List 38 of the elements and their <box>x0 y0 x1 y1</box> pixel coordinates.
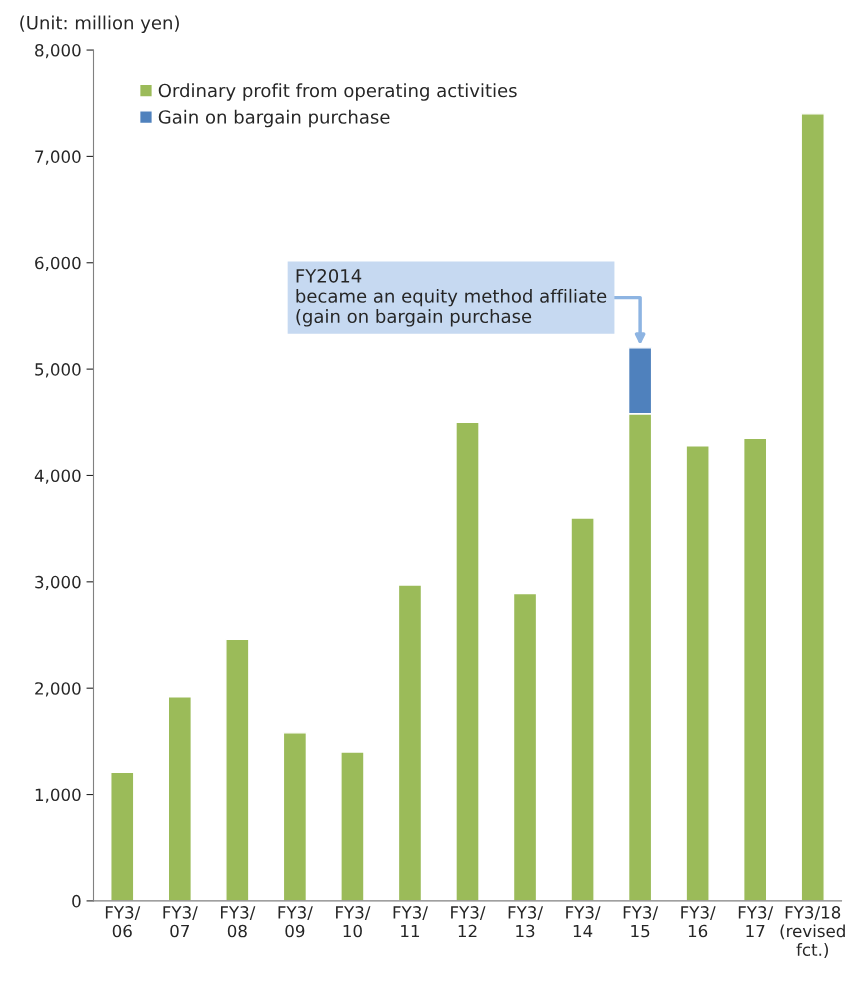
x-tick-label: FY3/ 15 <box>623 906 659 938</box>
x-tick-label: FY3/ 08 <box>220 906 256 938</box>
bar <box>742 437 768 901</box>
bar <box>570 517 595 901</box>
x-tick-label: FY3/ 16 <box>681 906 716 938</box>
legend-label: Gain on bargain purchase <box>158 109 390 128</box>
bar <box>110 771 135 901</box>
x-tick-label: FY3/ 13 <box>508 906 544 938</box>
y-tick-label: 5,000 <box>35 363 81 378</box>
y-tick-label: 3,000 <box>35 575 81 591</box>
annotation: FY2014 became an equity method affiliate (gain on bargain purchase <box>296 268 607 327</box>
legend-label: Ordinary profit from operating activities <box>158 83 517 101</box>
y-tick-label: 6,000 <box>35 256 81 272</box>
x-tick-label: FY3/ 09 <box>278 906 313 938</box>
x-tick-label: FY3/ 07 <box>163 906 198 938</box>
x-tick-label: FY3/18 (revised fct.) <box>780 906 845 958</box>
y-tick-label: 8,000 <box>35 44 81 59</box>
bar <box>282 732 308 901</box>
y-tick-label: 1,000 <box>35 788 81 803</box>
x-tick-label: FY3/ 11 <box>393 906 428 938</box>
bar <box>800 113 825 901</box>
bar <box>397 584 423 901</box>
bar <box>340 751 365 901</box>
bar <box>685 445 710 901</box>
bar <box>455 421 480 901</box>
x-tick-label: FY3/ 17 <box>738 906 774 938</box>
y-tick-label: 7,000 <box>35 150 81 165</box>
bar <box>512 592 538 901</box>
x-tick-label: FY3/ 14 <box>566 906 601 938</box>
x-tick-label: FY3/ 10 <box>336 906 371 938</box>
bar <box>167 696 193 901</box>
y-axis-title: (Unit: million yen) <box>20 15 179 34</box>
y-tick-label: 0 <box>72 894 81 908</box>
bar <box>225 638 250 901</box>
x-tick-label: FY3/ 12 <box>451 906 486 938</box>
y-tick-label: 2,000 <box>35 682 81 697</box>
y-tick-label: 4,000 <box>34 469 81 484</box>
x-tick-label: FY3/ 06 <box>105 906 141 938</box>
